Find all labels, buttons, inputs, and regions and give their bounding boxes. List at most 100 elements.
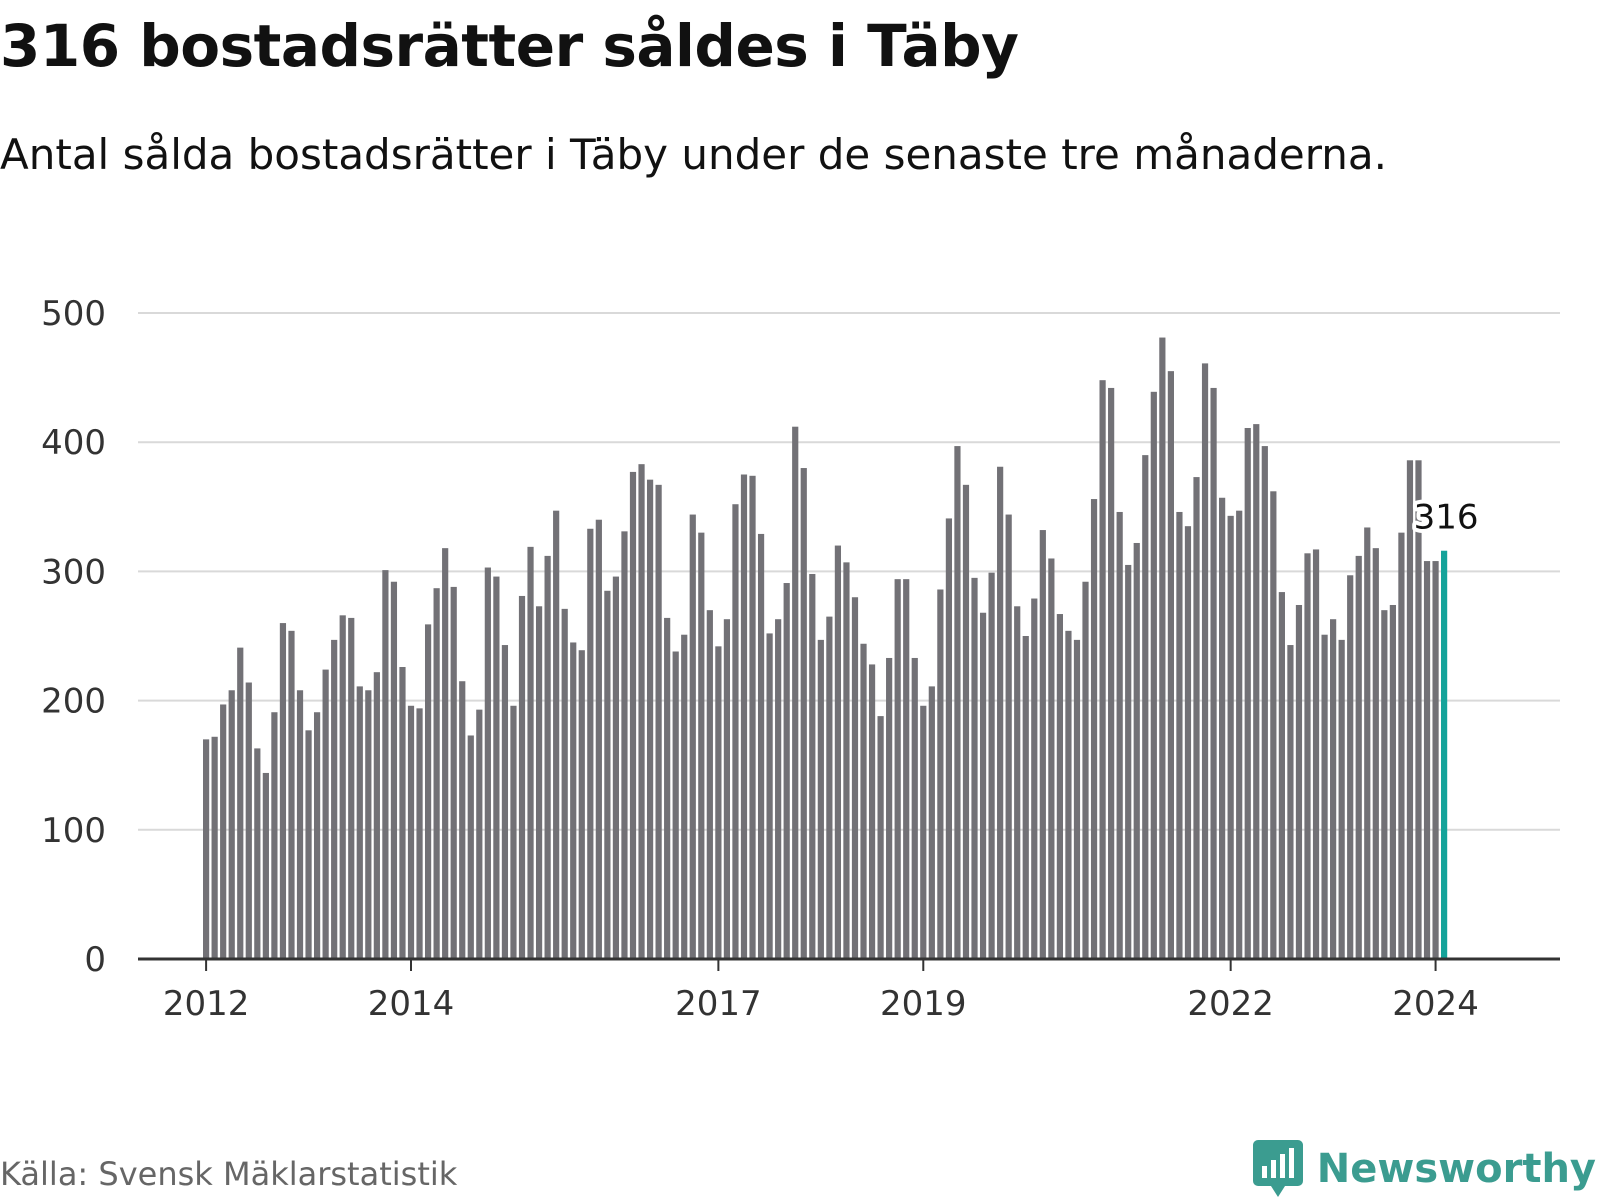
bar <box>1056 614 1063 959</box>
bar <box>510 705 517 959</box>
bar <box>467 735 474 959</box>
bar <box>621 531 628 959</box>
bar <box>390 581 398 959</box>
bar <box>1423 561 1431 959</box>
bar <box>800 468 807 959</box>
bar <box>587 528 594 959</box>
bar <box>245 682 252 959</box>
x-tick-label: 2024 <box>1392 984 1479 1024</box>
bar <box>296 690 304 959</box>
bar <box>928 686 935 959</box>
bar <box>1398 532 1405 959</box>
bar <box>732 504 739 959</box>
bar <box>1321 634 1328 959</box>
bar <box>971 577 978 959</box>
bar <box>1372 548 1379 959</box>
bar <box>945 518 953 959</box>
bar <box>851 597 859 959</box>
x-tick-label: 2019 <box>880 984 967 1024</box>
bar <box>715 646 722 959</box>
bar <box>1014 606 1021 959</box>
bar <box>1090 499 1098 959</box>
bar <box>1133 542 1140 959</box>
bar <box>646 479 654 959</box>
bar <box>1193 477 1200 959</box>
bar <box>809 573 816 959</box>
bar <box>1270 491 1277 959</box>
bar <box>313 712 321 959</box>
bar <box>1253 424 1260 959</box>
bar <box>1287 645 1294 959</box>
bar <box>382 570 389 959</box>
bar <box>1227 515 1234 959</box>
chart-logo-icon <box>1252 1140 1303 1197</box>
bar <box>1048 558 1055 959</box>
chart-title: 316 bostadsrätter såldes i Täby <box>0 12 1019 80</box>
bar <box>698 532 705 959</box>
bar <box>877 716 884 959</box>
bar <box>211 736 218 959</box>
bar <box>1415 460 1422 959</box>
bar <box>220 704 227 959</box>
bar <box>1201 363 1209 959</box>
y-tick-label: 300 <box>41 552 106 592</box>
bar <box>689 514 696 959</box>
bar <box>1073 639 1081 959</box>
bar <box>775 619 782 959</box>
bar <box>228 690 235 959</box>
bar <box>894 579 901 959</box>
bar <box>868 664 876 959</box>
brand-name: Newsworthy <box>1316 1146 1596 1192</box>
bar <box>271 712 278 959</box>
bar <box>911 657 918 959</box>
x-tick-label: 2014 <box>368 984 455 1024</box>
bar <box>612 576 620 959</box>
bar <box>1355 555 1362 959</box>
bar <box>407 705 415 959</box>
bar <box>254 748 261 959</box>
bar <box>561 608 568 959</box>
bar <box>1312 549 1320 959</box>
bar <box>365 690 372 959</box>
y-tick-label: 500 <box>41 294 106 334</box>
bar <box>629 471 637 959</box>
bar <box>1142 455 1149 959</box>
bar <box>484 567 491 959</box>
bar <box>1065 630 1072 959</box>
bar <box>305 730 312 959</box>
bar <box>860 643 867 959</box>
bar-chart: 0 100 200 300 400 500 2012 2014 2017 2019 2022 2024… <box>41 294 1560 1024</box>
bar <box>553 510 560 959</box>
y-tick-label: 200 <box>41 682 106 722</box>
y-tick-label: 400 <box>41 423 106 463</box>
bar <box>920 705 927 959</box>
source-note: Källa: Svensk Mäklarstatistik <box>0 1155 458 1193</box>
bar <box>339 615 346 959</box>
bar <box>433 588 440 959</box>
bar <box>595 519 602 959</box>
bar <box>1116 511 1123 959</box>
bar <box>459 681 466 959</box>
brand-logo[interactable]: Newsworthy <box>1252 1140 1596 1198</box>
bar <box>399 667 406 959</box>
x-tick-label: 2022 <box>1187 984 1274 1024</box>
bar <box>1022 636 1029 959</box>
bar <box>416 708 423 959</box>
bar <box>783 583 790 959</box>
bar <box>331 639 338 959</box>
bar <box>1159 337 1166 960</box>
bar <box>997 466 1004 959</box>
bar <box>954 446 961 959</box>
x-tick-label: 2017 <box>675 984 762 1024</box>
bar <box>681 634 688 959</box>
bar <box>817 639 824 959</box>
bar <box>373 672 380 959</box>
bar <box>757 533 765 959</box>
bar <box>450 586 457 959</box>
bar <box>1304 553 1311 959</box>
bar <box>672 651 679 959</box>
bar <box>1031 598 1038 959</box>
bar <box>322 669 329 959</box>
bar <box>664 617 671 959</box>
x-tick-label: 2012 <box>163 984 250 1024</box>
